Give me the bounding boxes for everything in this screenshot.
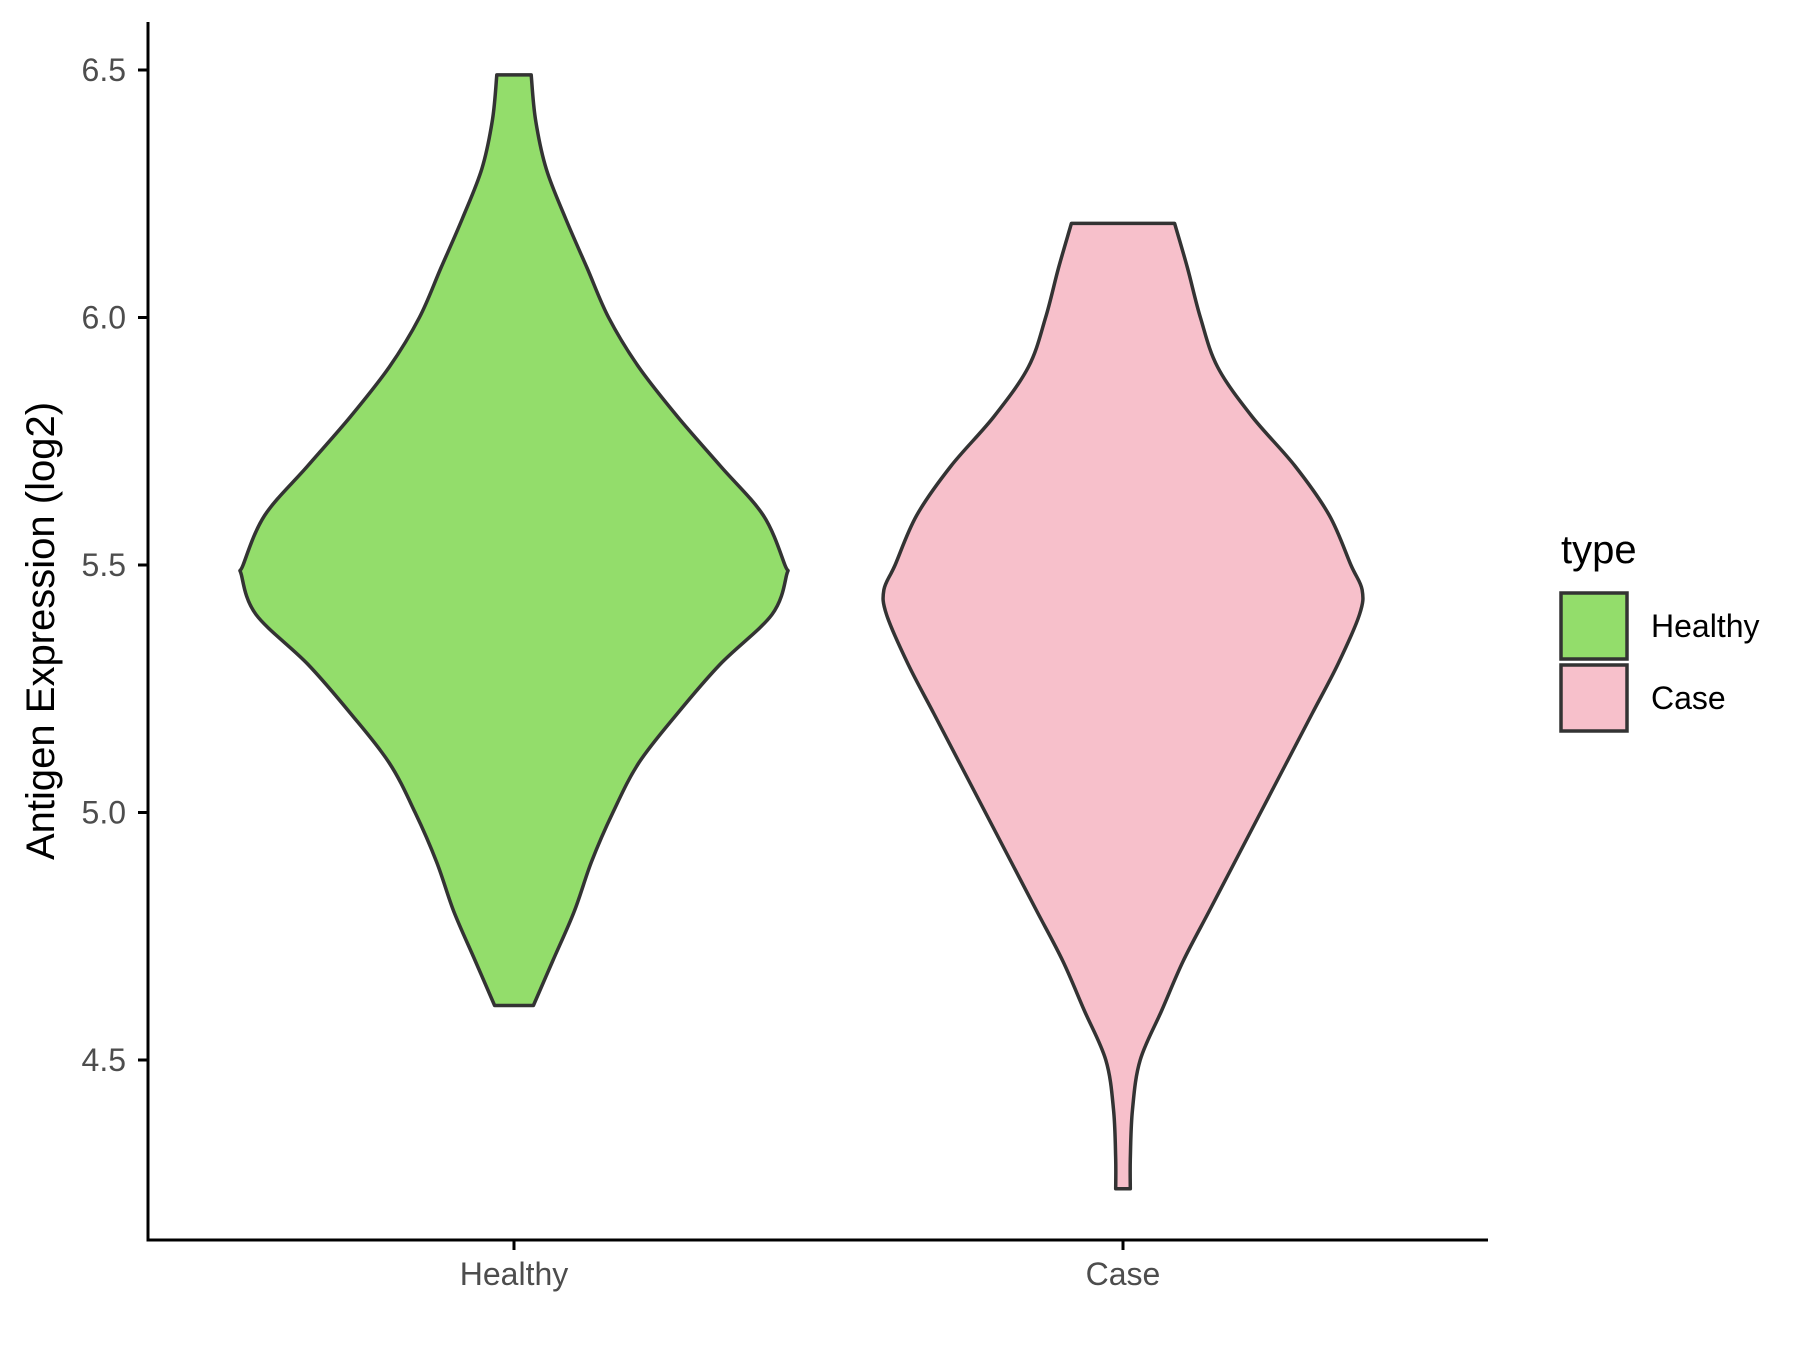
y-axis-title: Antigen Expression (log2) <box>19 402 63 860</box>
y-tick-label: 6.5 <box>82 52 126 88</box>
violin-healthy <box>238 73 790 1008</box>
y-tick-label: 5.0 <box>82 795 126 831</box>
violin-layer <box>238 73 1365 1191</box>
y-tick-label: 4.5 <box>82 1042 126 1078</box>
y-tick-label: 5.5 <box>82 547 126 583</box>
violin-case <box>881 221 1365 1191</box>
legend-title: type <box>1561 528 1637 572</box>
x-axis-ticks: Healthy Case <box>460 1240 1161 1292</box>
legend: type Healthy Case <box>1559 528 1760 733</box>
x-tick-label: Healthy <box>460 1256 569 1292</box>
legend-label-healthy: Healthy <box>1651 608 1760 644</box>
y-tick-label: 6.0 <box>82 300 126 336</box>
legend-swatch-healthy <box>1559 591 1629 661</box>
y-axis-ticks: 4.5 5.0 5.5 6.0 6.5 <box>82 52 148 1078</box>
x-tick-label: Case <box>1086 1256 1161 1292</box>
legend-entries: Healthy Case <box>1559 591 1760 733</box>
legend-label-case: Case <box>1651 680 1726 716</box>
legend-swatch-case <box>1559 663 1629 733</box>
